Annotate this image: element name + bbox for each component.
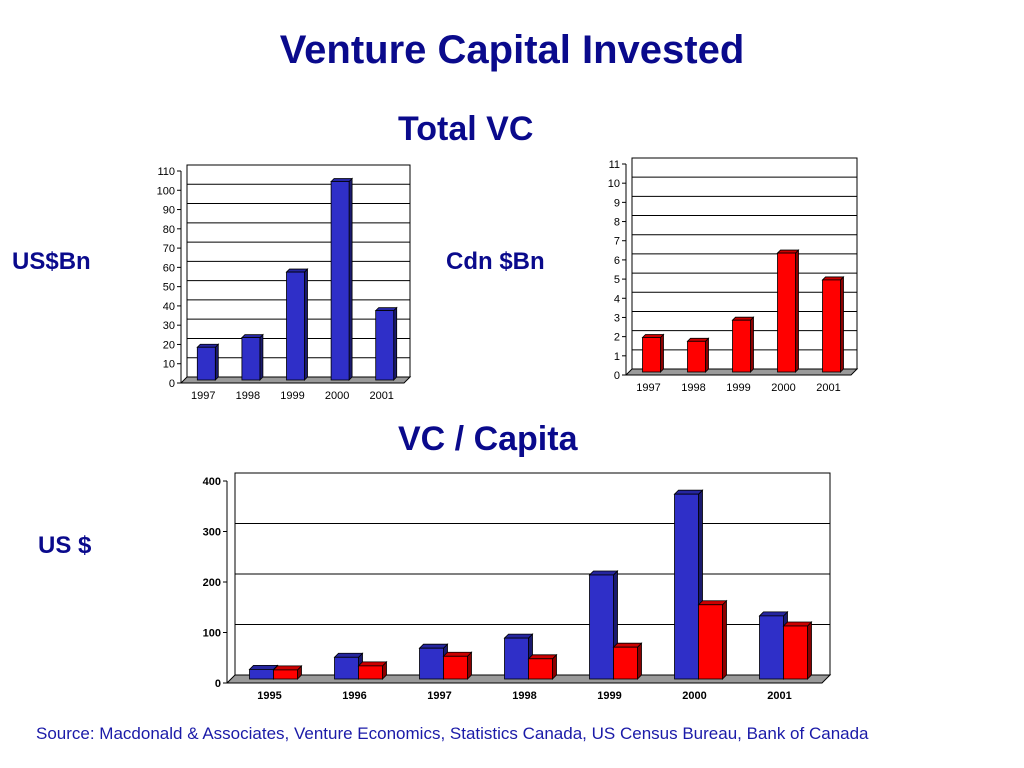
y-tick-label: 3 [614,312,620,324]
y-tick-label: 10 [163,359,175,371]
x-tick-label: 1999 [280,390,304,402]
vc-per-capita-title: VC / Capita [398,420,578,458]
bar [732,319,751,373]
y-tick-label: 200 [203,577,221,589]
bar-top [272,665,303,671]
y-tick-label: 60 [163,262,175,274]
bar-top [248,665,279,670]
bar [822,279,841,373]
bar-top [418,643,449,649]
bar-top [357,661,388,667]
source-note: Source: Macdonald & Associates, Venture … [36,724,869,743]
bar-top [503,633,534,639]
y-tick-label: 1 [614,351,620,363]
bar [334,656,359,680]
y-tick-label: 100 [157,185,175,197]
bar-top [758,611,789,617]
x-tick-label: 1997 [636,382,660,394]
y-tick-label: 400 [203,476,221,488]
y-tick-label: 7 [614,236,620,248]
bar [777,252,796,373]
y-tick-label: 300 [203,527,221,539]
bar-top [442,651,473,657]
us-bn-label: US$Bn [12,248,91,275]
bar-top [673,489,704,495]
cdn-bn-label: Cdn $Bn [446,248,545,275]
bar [419,647,444,680]
bar-top [333,652,364,658]
y-tick-label: 6 [614,255,620,267]
y-tick-label: 80 [163,224,175,236]
bar-top [588,570,619,576]
y-tick-label: 90 [163,205,175,217]
bar [330,181,350,381]
bar [759,615,784,680]
y-tick-label: 40 [163,301,175,313]
bar [687,340,706,373]
y-tick-label: 0 [614,370,620,382]
x-tick-label: 1996 [342,690,366,702]
y-tick-label: 11 [609,159,620,171]
x-tick-label: 2001 [816,382,840,394]
y-tick-label: 50 [163,282,175,294]
bar-top [782,621,813,627]
x-tick-label: 1997 [427,690,451,702]
x-tick-label: 1998 [236,390,260,402]
bar [613,646,638,680]
bar-top [612,642,643,648]
y-tick-label: 9 [614,197,620,209]
bar [196,346,216,381]
x-tick-label: 1999 [597,690,621,702]
page-title: Venture Capital Invested [279,28,745,72]
bar-side [722,599,727,680]
y-tick-label: 100 [203,628,221,640]
bar [589,574,614,680]
x-tick-label: 1999 [726,382,750,394]
x-tick-label: 2000 [682,690,706,702]
y-tick-label: 10 [608,178,620,190]
bar [698,604,723,680]
bar [375,310,395,381]
y-tick-label: 5 [614,274,620,286]
bar [286,271,305,381]
bar [273,669,298,680]
y-tick-label: 110 [157,166,175,178]
bar [249,669,274,680]
y-tick-label: 4 [614,293,620,305]
y-tick-label: 8 [614,217,620,229]
x-tick-label: 2000 [325,390,349,402]
bar [241,337,261,381]
bar [443,655,468,680]
y-tick-label: 0 [215,678,221,690]
total-vc-title: Total VC [398,110,534,148]
bar-top [697,600,728,606]
y-tick-label: 70 [163,243,175,255]
y-tick-label: 2 [614,332,620,344]
bar-side [807,621,812,680]
y-tick-label: 30 [163,320,175,332]
us-dollar-label: US $ [38,532,92,559]
bar [783,625,808,680]
bar-top [527,654,558,660]
x-tick-label: 2000 [771,382,795,394]
x-tick-label: 1998 [681,382,705,394]
bar [528,658,553,680]
bar-side [637,642,642,680]
x-tick-label: 1997 [191,390,215,402]
y-tick-label: 0 [169,378,175,390]
y-tick-label: 20 [163,339,175,351]
x-tick-label: 1998 [512,690,536,702]
x-tick-label: 2001 [767,690,791,702]
bar [358,665,383,680]
bar [642,337,661,373]
bar [504,637,529,680]
bar [674,493,699,680]
bar-side [467,651,472,680]
x-tick-label: 2001 [369,390,393,402]
x-tick-label: 1995 [257,690,281,702]
